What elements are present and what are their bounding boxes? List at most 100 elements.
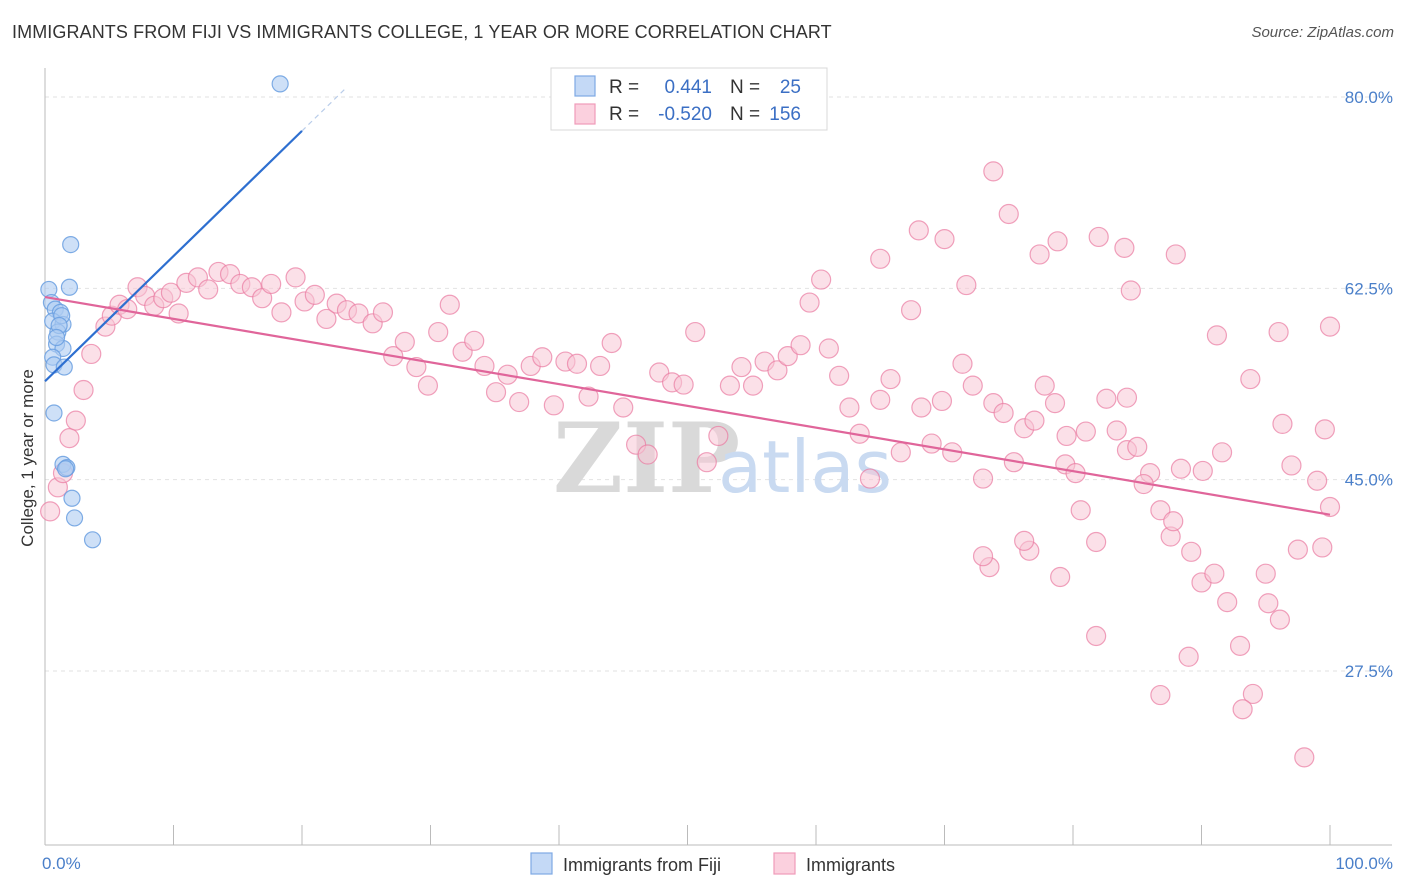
immigrants-point: [956, 274, 977, 296]
y-tick-label-0: 80.0%: [1345, 88, 1393, 107]
immigrants-point: [252, 288, 273, 309]
legend-n-value-immigrants: 156: [769, 104, 801, 125]
immigrants-point: [1086, 531, 1107, 553]
correlation-legend: R = 0.441 N = 25 R = -0.520 N = 156: [550, 67, 828, 131]
immigrants-point: [394, 331, 415, 353]
legend-swatch-fiji: [574, 75, 596, 97]
immigrants-point: [1206, 325, 1228, 346]
immigrants-point: [998, 203, 1019, 225]
immigrants-point: [1268, 321, 1289, 343]
immigrants-point: [921, 433, 942, 454]
immigrants-point: [1217, 592, 1238, 613]
immigrants-point: [1319, 496, 1341, 518]
immigrants-point: [1086, 625, 1107, 647]
immigrants-point: [1163, 511, 1184, 532]
immigrants-point: [708, 425, 729, 447]
watermark: ZIP atlas: [553, 402, 892, 515]
fiji-point: [47, 328, 66, 347]
immigrants-point: [1294, 747, 1315, 768]
immigrants-point: [73, 379, 94, 401]
immigrants-point: [532, 347, 553, 368]
chart-title: IMMIGRANTS FROM FIJI VS IMMIGRANTS COLLE…: [12, 22, 832, 42]
immigrants-point: [316, 308, 337, 330]
fiji-point: [65, 509, 84, 527]
immigrants-point: [160, 282, 182, 303]
immigrants-point: [637, 444, 658, 465]
immigrants-point: [829, 365, 850, 386]
fiji-point: [45, 404, 63, 422]
immigrants-point: [285, 267, 306, 288]
immigrants-point: [1240, 368, 1261, 390]
immigrants-point: [673, 374, 694, 395]
immigrants-point: [543, 395, 564, 416]
fiji-trend-line: [44, 130, 303, 383]
immigrants-point: [1287, 539, 1308, 560]
immigrants-point: [870, 389, 891, 410]
immigrants-point: [1204, 563, 1225, 584]
axes: [44, 68, 1392, 846]
trend-lines: [44, 89, 1331, 516]
immigrants-point: [81, 343, 102, 365]
immigrants-point: [731, 356, 752, 378]
immigrants-point: [870, 248, 891, 269]
immigrants-point: [40, 501, 61, 522]
immigrants-point: [59, 428, 80, 449]
immigrants-point: [818, 338, 839, 359]
bottom-legend-swatch-fiji: [530, 852, 553, 875]
immigrants-point: [406, 356, 427, 378]
immigrants-point: [261, 273, 282, 295]
fiji-point: [63, 489, 81, 507]
bottom-legend-label-fiji: Immigrants from Fiji: [563, 855, 721, 875]
legend-n-label-fiji: N =: [730, 77, 760, 98]
immigrants-point: [777, 346, 798, 367]
immigrants-point: [417, 375, 439, 396]
immigrants-point: [65, 410, 86, 431]
immigrants-point: [372, 302, 394, 323]
immigrants-point: [348, 303, 369, 324]
legend-r-value-fiji: 0.441: [664, 77, 712, 98]
immigrants-point: [1181, 541, 1202, 562]
immigrants-point: [1114, 237, 1135, 258]
fiji-point: [60, 278, 79, 296]
immigrants-point: [1088, 226, 1109, 248]
immigrants-point: [993, 402, 1014, 424]
immigrants-point: [880, 368, 901, 390]
bottom-legend-swatch-immigrants: [773, 852, 796, 875]
immigrants-point: [1312, 537, 1333, 558]
immigrants-point: [1314, 419, 1335, 440]
bottom-legend-label-immigrants: Immigrants: [806, 855, 895, 875]
immigrants-point: [1127, 436, 1148, 457]
immigrants-point: [859, 468, 881, 489]
x-tick-label-0: 0.0%: [42, 854, 81, 873]
legend-n-value-fiji: 25: [780, 77, 801, 98]
x-tick-label-1: 100.0%: [1335, 854, 1393, 873]
immigrants-point: [1047, 231, 1068, 252]
immigrants-point: [839, 397, 860, 418]
immigrants-point: [1211, 442, 1233, 463]
immigrants-point: [900, 300, 922, 321]
immigrants-point: [1029, 244, 1050, 265]
immigrants-point: [271, 302, 292, 323]
immigrants-point: [685, 321, 706, 343]
immigrants-point: [719, 375, 741, 396]
immigrants-point: [696, 452, 717, 473]
legend-r-label-fiji: R =: [609, 77, 639, 98]
y-tick-label-3: 27.5%: [1345, 662, 1393, 681]
immigrants-point: [590, 355, 611, 377]
legend-r-value-immigrants: -0.520: [658, 104, 712, 125]
immigrants-point: [1150, 684, 1171, 706]
fiji-point: [83, 531, 102, 549]
immigrants-point: [1024, 410, 1045, 431]
source-label: Source: ZipAtlas.com: [1251, 24, 1394, 41]
y-tick-label-1: 62.5%: [1345, 279, 1393, 298]
immigrants-point: [1272, 413, 1293, 435]
immigrants-point: [1044, 393, 1066, 414]
immigrants-point: [983, 161, 1004, 182]
y-tick-labels: 80.0% 62.5% 45.0% 27.5%: [1345, 88, 1393, 681]
immigrants-point: [1014, 530, 1035, 551]
immigrants-point: [767, 360, 788, 381]
immigrants-point: [952, 353, 973, 374]
immigrants-point: [1269, 609, 1290, 630]
immigrants-point: [1229, 635, 1251, 656]
series-legend: Immigrants from Fiji Immigrants: [530, 852, 895, 875]
